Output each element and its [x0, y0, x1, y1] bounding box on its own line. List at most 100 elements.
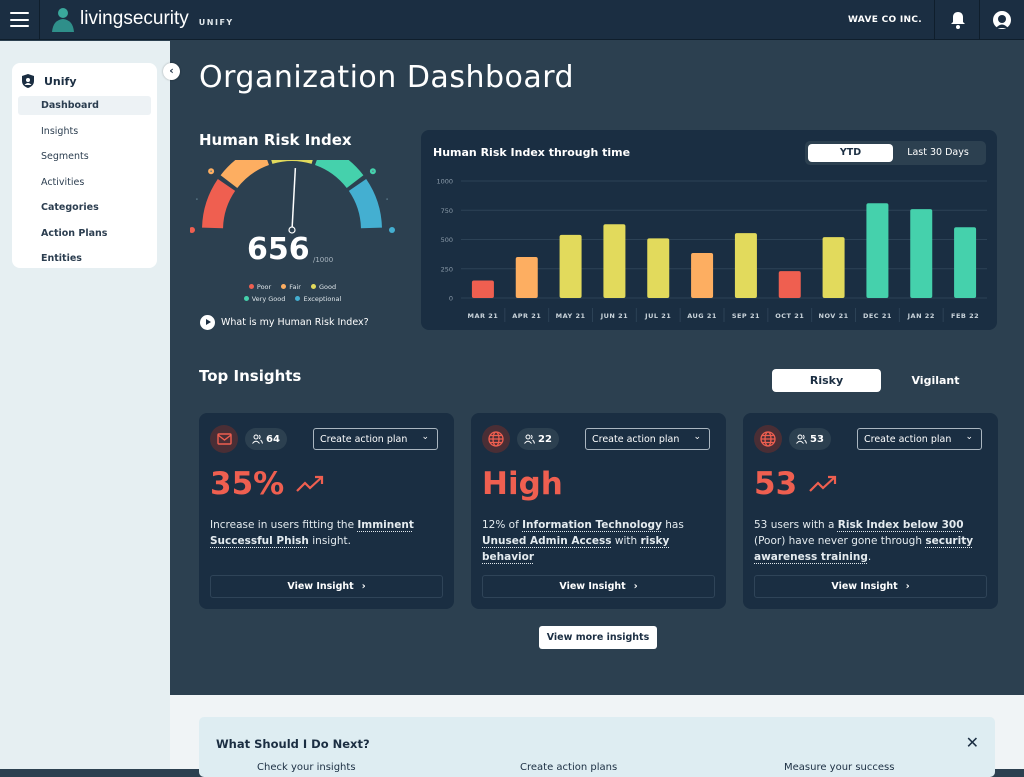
sidebar-item-insights[interactable]: Insights [41, 125, 79, 137]
user-avatar-icon[interactable] [992, 10, 1012, 30]
shield-icon [22, 74, 34, 88]
insight-link[interactable]: security awareness training [754, 535, 974, 563]
sidebar-item-activities[interactable]: Activities [41, 176, 85, 188]
menu-icon[interactable] [10, 12, 29, 27]
sidebar-item-entities[interactable]: Entities [41, 253, 82, 264]
what-is-hri-link[interactable]: What is my Human Risk Index? [200, 315, 369, 330]
bar-feb-22[interactable] [954, 227, 977, 298]
insight-description: Increase in users fitting the Imminent S… [210, 517, 445, 549]
x-tick-label: JUL 21 [644, 312, 671, 320]
create-action-plan-label: Create action plan [592, 433, 680, 445]
insight-link[interactable]: Imminent Successful Phish [210, 519, 414, 547]
tab-vigilant[interactable]: Vigilant [911, 374, 960, 387]
what-next-title: What Should I Do Next? [216, 737, 370, 751]
gauge-segment-very-good [315, 160, 364, 188]
step-check-insights[interactable]: Check your insights [257, 762, 356, 773]
logo[interactable]: livingsecurity UNIFY [50, 6, 234, 32]
insight-metric: 35% [210, 466, 326, 502]
lower-section: What Should I Do Next? ✕ Check your insi… [170, 695, 1024, 777]
sidebar-item-categories[interactable]: Categories [41, 202, 99, 213]
tab-ytd[interactable]: YTD [808, 144, 893, 162]
tab-last-30-days[interactable]: Last 30 Days [907, 147, 969, 158]
insight-link[interactable]: Risk Index below 300 [837, 519, 964, 531]
chevron-down-icon: ⌄ [693, 432, 701, 442]
divider [39, 0, 40, 40]
insight-category-icon [210, 425, 238, 453]
chevron-right-icon: › [633, 581, 638, 592]
bar-may-21[interactable] [559, 234, 582, 298]
bar-jun-21[interactable] [603, 224, 626, 298]
users-count: 64 [266, 433, 280, 445]
insight-link[interactable]: Information Technology [522, 519, 662, 531]
tab-risky[interactable]: Risky [772, 369, 881, 392]
sidebar-section-unify[interactable]: Unify [18, 69, 151, 93]
view-insight-label: View Insight [559, 581, 626, 592]
bar-oct-21[interactable] [778, 271, 801, 298]
insight-description: 53 users with a Risk Index below 300 (Po… [754, 517, 989, 565]
step-create-action-plans[interactable]: Create action plans [520, 762, 618, 773]
close-icon[interactable]: ✕ [965, 733, 979, 752]
gauge-dot [190, 227, 195, 233]
create-action-plan-dropdown[interactable]: Create action plan ⌄ [313, 428, 438, 450]
create-action-plan-dropdown[interactable]: Create action plan ⌄ [857, 428, 982, 450]
sidebar-item-action-plans[interactable]: Action Plans [41, 227, 108, 239]
bar-chart: 0 250 500 750 1000 MAR 21 APR 21 MAY 21 JUN 21 JU… [436, 178, 987, 322]
x-tick-label: NOV 21 [819, 312, 849, 320]
affected-users-badge: 64 [245, 428, 287, 450]
gauge-needle [291, 168, 297, 231]
product-name: UNIFY [198, 18, 234, 27]
view-insight-button[interactable]: View Insight › [754, 575, 987, 598]
bar-sep-21[interactable] [734, 233, 757, 298]
insight-text: 12% of [482, 519, 523, 531]
bar-nov-21[interactable] [822, 237, 845, 298]
bell-icon[interactable] [948, 10, 968, 30]
chevron-right-icon: › [905, 581, 910, 592]
chart-range-toggle: YTD Last 30 Days [805, 141, 986, 165]
globe-icon [760, 431, 776, 447]
insight-metric-value: 35% [210, 466, 285, 502]
create-action-plan-label: Create action plan [320, 433, 408, 445]
bar-jan-22[interactable] [910, 209, 933, 298]
bar-jul-21[interactable] [647, 238, 670, 298]
bar-aug-21[interactable] [691, 252, 714, 298]
view-insight-button[interactable]: View Insight › [482, 575, 715, 598]
users-icon [252, 434, 263, 444]
what-next-panel: What Should I Do Next? ✕ Check your insi… [199, 717, 995, 777]
users-icon [524, 434, 535, 444]
legend-good: Good [310, 283, 336, 291]
chevron-down-icon: ⌄ [965, 432, 973, 442]
insight-type-toggle: Risky Vigilant [769, 366, 997, 395]
y-tick-label: 250 [441, 265, 453, 273]
sidebar-item-dashboard[interactable]: Dashboard [18, 96, 151, 115]
insight-card: 22 Create action plan ⌄ High 12% of Infor… [471, 413, 726, 609]
divider [979, 0, 980, 40]
sidebar-item-segments[interactable]: Segments [41, 151, 89, 162]
insight-link[interactable]: risky behavior [482, 535, 670, 563]
view-more-insights-button[interactable]: View more insights [539, 626, 657, 649]
legend-very-good: Very Good [243, 295, 285, 303]
insight-link[interactable]: Unused Admin Access [482, 535, 612, 547]
bar-apr-21[interactable] [515, 257, 538, 298]
chevron-down-icon: ⌄ [421, 432, 429, 442]
view-insight-button[interactable]: View Insight › [210, 575, 443, 598]
create-action-plan-dropdown[interactable]: Create action plan ⌄ [585, 428, 710, 450]
y-tick-label: 500 [441, 236, 453, 244]
hri-max: /1000 [313, 256, 334, 264]
chevron-right-icon: › [361, 581, 366, 592]
gauge-tick [386, 198, 388, 200]
affected-users-badge: 53 [789, 428, 831, 450]
insight-card: 53 Create action plan ⌄ 53 53 users with … [743, 413, 998, 609]
top-header: livingsecurity UNIFY WAVE CO INC. [0, 0, 1024, 40]
what-is-hri-label: What is my Human Risk Index? [221, 317, 369, 328]
bar-mar-21[interactable] [471, 280, 494, 298]
hri-score: 656 [247, 232, 310, 267]
gauge-segment-fair [220, 160, 269, 188]
bar-dec-21[interactable] [866, 203, 889, 298]
x-tick-label: JUN 21 [600, 312, 628, 320]
create-action-plan-label: Create action plan [864, 433, 952, 445]
view-insight-label: View Insight [287, 581, 354, 592]
step-measure-success[interactable]: Measure your success [784, 762, 895, 773]
collapse-sidebar-button[interactable]: ‹ [163, 63, 180, 80]
x-tick-label: JAN 22 [907, 312, 935, 320]
globe-icon [488, 431, 504, 447]
